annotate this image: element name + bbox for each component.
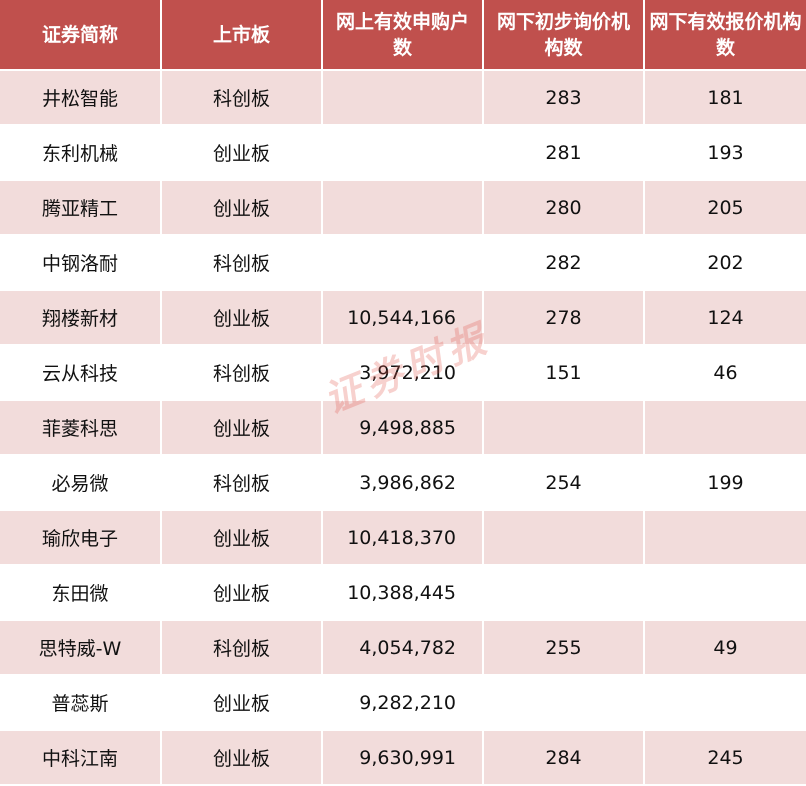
table-row: 翔楼新材 创业板 10,544,166 278 124: [0, 290, 806, 346]
table-row: 云从科技 科创板 3,972,210 151 46: [0, 345, 806, 401]
cell-security-name: 必易微: [0, 455, 162, 511]
cell-listing-board: 创业板: [161, 730, 323, 786]
cell-listing-board: 科创板: [161, 345, 323, 401]
table-row: 东田微 创业板 10,388,445: [0, 565, 806, 621]
cell-online-subscribers: 10,418,370: [322, 510, 484, 566]
table-header-row: 证券简称 上市板 网上有效申购户数 网下初步询价机构数 网下有效报价机构数: [0, 0, 806, 71]
header-online-subscribers: 网上有效申购户数: [322, 0, 484, 71]
cell-security-name: 翔楼新材: [0, 290, 162, 346]
cell-offline-initial-institutions: 255: [483, 620, 645, 676]
cell-online-subscribers: [322, 125, 484, 181]
table-row: 菲菱科思 创业板 9,498,885: [0, 400, 806, 456]
cell-listing-board: 创业板: [161, 675, 323, 731]
cell-offline-valid-institutions: 49: [644, 620, 806, 676]
cell-online-subscribers: 9,630,991: [322, 730, 484, 786]
cell-online-subscribers: [322, 70, 484, 126]
cell-online-subscribers: 10,544,166: [322, 290, 484, 346]
table-row: 中科江南 创业板 9,630,991 284 245: [0, 730, 806, 786]
cell-listing-board: 创业板: [161, 565, 323, 621]
cell-offline-valid-institutions: 199: [644, 455, 806, 511]
cell-listing-board: 创业板: [161, 510, 323, 566]
table-row: 瑜欣电子 创业板 10,418,370: [0, 510, 806, 566]
cell-security-name: 中科江南: [0, 730, 162, 786]
cell-online-subscribers: 9,498,885: [322, 400, 484, 456]
cell-offline-initial-institutions: [483, 400, 645, 456]
cell-offline-initial-institutions: 151: [483, 345, 645, 401]
cell-offline-valid-institutions: 46: [644, 345, 806, 401]
cell-offline-initial-institutions: [483, 565, 645, 621]
cell-offline-valid-institutions: [644, 565, 806, 621]
table-row: 必易微 科创板 3,986,862 254 199: [0, 455, 806, 511]
cell-security-name: 井松智能: [0, 70, 162, 126]
cell-listing-board: 创业板: [161, 400, 323, 456]
cell-listing-board: 创业板: [161, 180, 323, 236]
cell-online-subscribers: 10,388,445: [322, 565, 484, 621]
cell-online-subscribers: [322, 235, 484, 291]
cell-listing-board: 科创板: [161, 455, 323, 511]
cell-online-subscribers: 3,972,210: [322, 345, 484, 401]
cell-security-name: 东田微: [0, 565, 162, 621]
cell-online-subscribers: 4,054,782: [322, 620, 484, 676]
cell-offline-valid-institutions: 202: [644, 235, 806, 291]
cell-security-name: 中钢洛耐: [0, 235, 162, 291]
cell-security-name: 思特威-W: [0, 620, 162, 676]
table-row: 井松智能 科创板 283 181: [0, 70, 806, 126]
cell-offline-valid-institutions: [644, 675, 806, 731]
cell-offline-initial-institutions: 278: [483, 290, 645, 346]
cell-offline-initial-institutions: 283: [483, 70, 645, 126]
cell-offline-initial-institutions: 282: [483, 235, 645, 291]
cell-offline-valid-institutions: 124: [644, 290, 806, 346]
table-row: 思特威-W 科创板 4,054,782 255 49: [0, 620, 806, 676]
table-row: 腾亚精工 创业板 280 205: [0, 180, 806, 236]
cell-listing-board: 科创板: [161, 70, 323, 126]
cell-offline-valid-institutions: [644, 510, 806, 566]
table-row: 中钢洛耐 科创板 282 202: [0, 235, 806, 291]
cell-listing-board: 创业板: [161, 125, 323, 181]
table-row: 东利机械 创业板 281 193: [0, 125, 806, 181]
cell-security-name: 瑜欣电子: [0, 510, 162, 566]
cell-security-name: 东利机械: [0, 125, 162, 181]
cell-online-subscribers: 9,282,210: [322, 675, 484, 731]
cell-listing-board: 创业板: [161, 290, 323, 346]
cell-offline-initial-institutions: 280: [483, 180, 645, 236]
table-row: 普蕊斯 创业板 9,282,210: [0, 675, 806, 731]
cell-online-subscribers: [322, 180, 484, 236]
header-offline-initial-institutions: 网下初步询价机构数: [483, 0, 645, 71]
cell-security-name: 菲菱科思: [0, 400, 162, 456]
cell-listing-board: 科创板: [161, 235, 323, 291]
cell-offline-initial-institutions: 281: [483, 125, 645, 181]
cell-security-name: 云从科技: [0, 345, 162, 401]
cell-offline-valid-institutions: 193: [644, 125, 806, 181]
header-security-name: 证券简称: [0, 0, 162, 71]
header-listing-board: 上市板: [161, 0, 323, 71]
cell-online-subscribers: 3,986,862: [322, 455, 484, 511]
header-offline-valid-institutions: 网下有效报价机构数: [644, 0, 806, 71]
cell-offline-initial-institutions: 254: [483, 455, 645, 511]
cell-offline-initial-institutions: [483, 510, 645, 566]
cell-security-name: 普蕊斯: [0, 675, 162, 731]
cell-offline-valid-institutions: [644, 400, 806, 456]
cell-offline-initial-institutions: [483, 675, 645, 731]
cell-offline-initial-institutions: 284: [483, 730, 645, 786]
cell-offline-valid-institutions: 245: [644, 730, 806, 786]
cell-security-name: 腾亚精工: [0, 180, 162, 236]
cell-offline-valid-institutions: 205: [644, 180, 806, 236]
cell-listing-board: 科创板: [161, 620, 323, 676]
cell-offline-valid-institutions: 181: [644, 70, 806, 126]
